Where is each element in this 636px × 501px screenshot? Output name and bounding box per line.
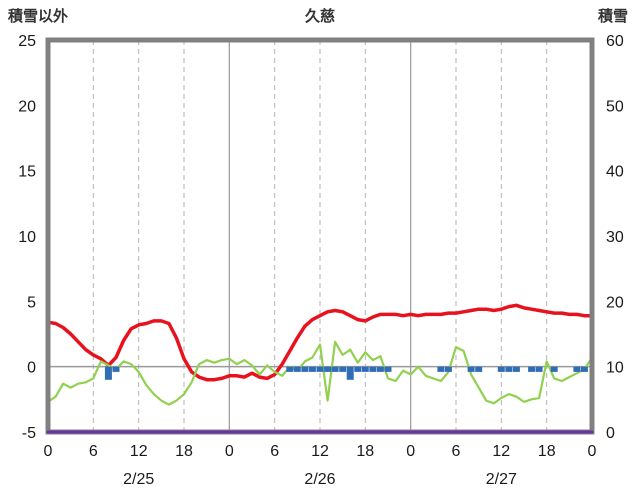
x-axis-tick-label: 0: [588, 443, 597, 460]
left-axis-tick-label: 5: [27, 294, 36, 311]
green-series-line: [46, 340, 594, 406]
right-axis-tick-label: 60: [606, 33, 624, 50]
x-axis-tick-label: 18: [538, 443, 556, 460]
x-axis-tick-label: 18: [356, 443, 374, 460]
blue-precip-bar: [384, 366, 392, 372]
blue-precip-bar: [331, 366, 339, 372]
blue-precip-bar: [293, 366, 301, 372]
blue-precip-bar: [346, 366, 354, 380]
right-axis-tick-label: 20: [606, 294, 624, 311]
blue-precip-bar: [535, 366, 543, 372]
left-axis-tick-label: 20: [18, 98, 36, 115]
blue-precip-bar: [339, 366, 347, 372]
x-axis-tick-label: 18: [175, 443, 193, 460]
blue-precip-bar: [308, 366, 316, 372]
x-axis-tick-label: 0: [406, 443, 415, 460]
right-axis-tick-label: 0: [606, 425, 615, 442]
left-axis-tick-label: 0: [27, 360, 36, 377]
x-axis-tick-label: 6: [270, 443, 279, 460]
blue-precip-bar: [112, 366, 120, 372]
blue-precip-bar: [512, 366, 520, 372]
x-axis-date-label: 2/27: [486, 471, 517, 488]
right-axis-tick-label: 50: [606, 98, 624, 115]
left-axis-tick-label: 15: [18, 164, 36, 181]
left-axis-tick-label: 10: [18, 229, 36, 246]
right-axis-title: 積雪: [597, 8, 628, 25]
blue-precip-bar: [580, 366, 588, 372]
right-axis-tick-label: 10: [606, 360, 624, 377]
blue-precip-bar: [573, 366, 581, 372]
blue-precip-bar: [376, 366, 384, 372]
blue-precip-bar: [467, 366, 475, 372]
left-axis-tick-label: 25: [18, 33, 36, 50]
blue-precip-bar: [104, 366, 112, 380]
x-axis-tick-label: 6: [452, 443, 461, 460]
right-axis-tick-label: 30: [606, 229, 624, 246]
blue-precip-bar: [497, 366, 505, 372]
blue-precip-bar: [475, 366, 483, 372]
blue-precip-bar: [316, 366, 324, 372]
x-axis-tick-label: 12: [311, 443, 329, 460]
right-axis-tick-label: 40: [606, 164, 624, 181]
blue-precip-bar: [550, 366, 558, 372]
x-axis-tick-label: 0: [225, 443, 234, 460]
x-axis-tick-label: 12: [130, 443, 148, 460]
blue-precip-bar: [354, 366, 362, 372]
blue-precip-bar: [505, 366, 513, 372]
x-axis-tick-label: 6: [89, 443, 98, 460]
x-axis-date-label: 2/26: [304, 471, 335, 488]
blue-precip-bar: [301, 366, 309, 372]
blue-precip-bar: [361, 366, 369, 372]
blue-precip-bar: [324, 366, 332, 372]
x-axis-tick-label: 0: [44, 443, 53, 460]
station-title: 久慈: [304, 8, 335, 25]
blue-precip-bar: [369, 366, 377, 372]
left-axis-title: 積雪以外: [8, 8, 69, 25]
blue-precip-bar: [528, 366, 536, 372]
blue-precip-bar: [444, 366, 452, 372]
left-axis-tick-label: -5: [22, 425, 36, 442]
red-series-line: [46, 303, 594, 382]
x-axis-tick-label: 12: [492, 443, 510, 460]
blue-precip-bar: [286, 366, 294, 372]
x-axis-date-label: 2/25: [123, 471, 154, 488]
blue-precip-bar: [437, 366, 445, 372]
